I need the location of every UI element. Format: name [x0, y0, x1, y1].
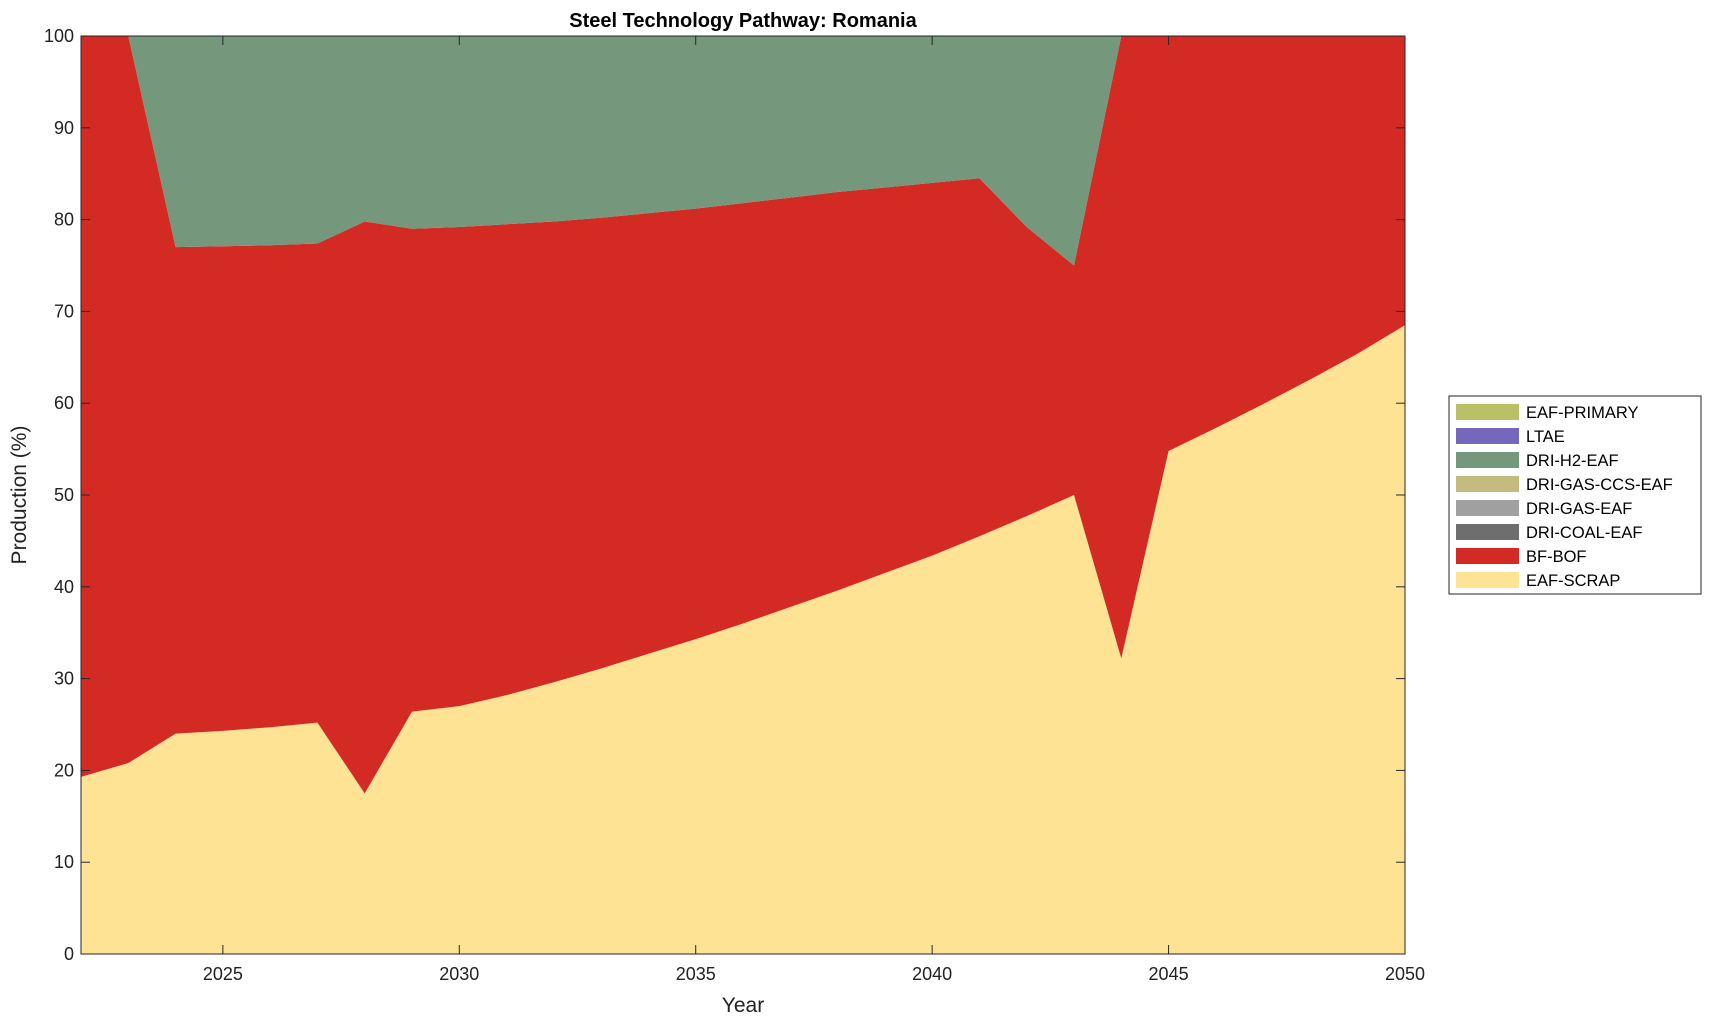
x-tick-label-2030: 2030: [439, 964, 479, 984]
y-tick-label-50: 50: [54, 485, 74, 505]
legend-label-dri-gas-ccs-eaf: DRI-GAS-CCS-EAF: [1526, 476, 1673, 494]
legend-label-eaf-primary: EAF-PRIMARY: [1526, 404, 1638, 422]
legend-swatch-dri-h2-eaf: [1456, 452, 1519, 468]
legend-item-eaf-primary: EAF-PRIMARY: [1456, 404, 1638, 422]
y-tick-label-100: 100: [44, 26, 74, 46]
legend-label-dri-gas-eaf: DRI-GAS-EAF: [1526, 500, 1632, 518]
y-tick-label-80: 80: [54, 210, 74, 230]
legend-label-dri-coal-eaf: DRI-COAL-EAF: [1526, 524, 1642, 542]
areas-layer: [81, 36, 1405, 954]
y-tick-label-20: 20: [54, 760, 74, 780]
legend-label-ltae: LTAE: [1526, 428, 1565, 446]
x-axis-label: Year: [722, 994, 764, 1017]
labels-layer: Steel Technology Pathway: Romania Year P…: [8, 10, 918, 1017]
x-tick-label-2050: 2050: [1385, 964, 1425, 984]
legend-item-dri-gas-ccs-eaf: DRI-GAS-CCS-EAF: [1456, 476, 1673, 494]
x-tick-label-2025: 2025: [203, 964, 243, 984]
area-bf-bof: [81, 36, 1405, 794]
x-tick-label-2035: 2035: [676, 964, 716, 984]
ticks-layer: 2025 2030 2035 2040 2045 20500102030405060708…: [44, 26, 1425, 984]
legend-item-eaf-scrap: EAF-SCRAP: [1456, 572, 1620, 590]
legend-label-eaf-scrap: EAF-SCRAP: [1526, 572, 1620, 590]
legend: EAF-PRIMARY LTAE DRI-H2-EAF DRI-GAS-CCS-EAF…: [1448, 395, 1702, 595]
legend-swatch-eaf-scrap: [1456, 572, 1519, 588]
y-tick-label-30: 30: [54, 669, 74, 689]
y-tick-label-0: 0: [64, 944, 74, 964]
y-tick-label-90: 90: [54, 118, 74, 138]
y-tick-label-70: 70: [54, 301, 74, 321]
legend-item-dri-coal-eaf: DRI-COAL-EAF: [1456, 524, 1642, 542]
legend-swatch-bf-bof: [1456, 548, 1519, 564]
y-axis-label: Production (%): [8, 426, 31, 565]
legend-item-ltae: LTAE: [1456, 428, 1565, 446]
legend-swatch-dri-coal-eaf: [1456, 524, 1519, 540]
y-tick-label-60: 60: [54, 393, 74, 413]
legend-items: EAF-PRIMARY LTAE DRI-H2-EAF DRI-GAS-CCS-EAF…: [1456, 404, 1673, 590]
legend-swatch-ltae: [1456, 428, 1519, 444]
legend-swatch-eaf-primary: [1456, 404, 1519, 420]
legend-label-dri-h2-eaf: DRI-H2-EAF: [1526, 452, 1619, 470]
area-eaf-scrap: [81, 325, 1405, 954]
y-tick-label-10: 10: [54, 852, 74, 872]
legend-label-bf-bof: BF-BOF: [1526, 548, 1587, 566]
legend-item-dri-h2-eaf: DRI-H2-EAF: [1456, 452, 1619, 470]
legend-swatch-dri-gas-eaf: [1456, 500, 1519, 516]
chart-title: Steel Technology Pathway: Romania: [569, 10, 917, 32]
legend-item-dri-gas-eaf: DRI-GAS-EAF: [1456, 500, 1632, 518]
legend-swatch-dri-gas-ccs-eaf: [1456, 476, 1519, 492]
legend-item-bf-bof: BF-BOF: [1456, 548, 1587, 566]
x-tick-label-2045: 2045: [1149, 964, 1189, 984]
y-tick-label-40: 40: [54, 577, 74, 597]
x-tick-label-2040: 2040: [912, 964, 952, 984]
area-dri-h2-eaf: [81, 36, 1405, 266]
